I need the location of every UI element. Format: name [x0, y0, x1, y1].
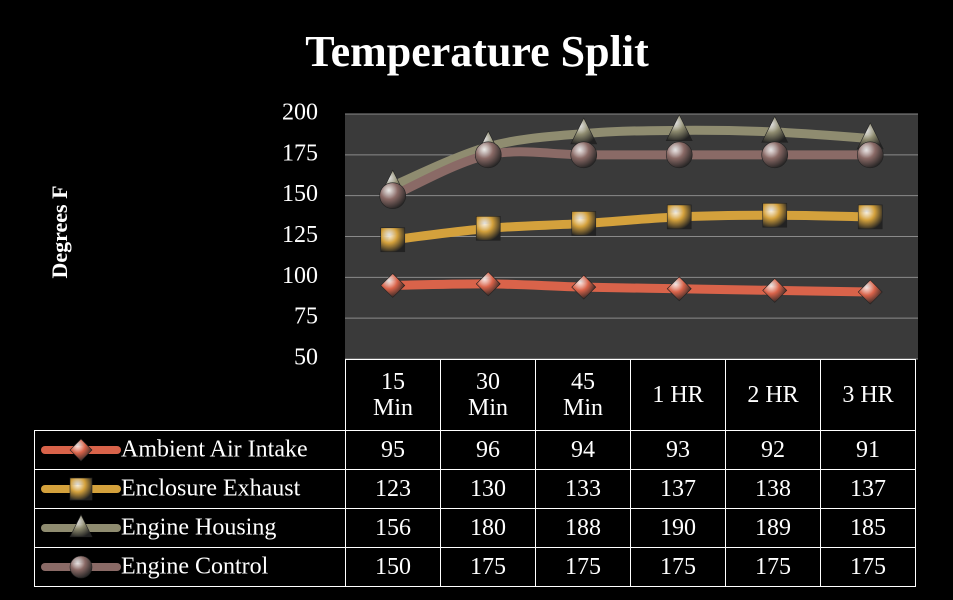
legend-cell: Ambient Air Intake: [34, 430, 346, 470]
legend-cell: Enclosure Exhaust: [34, 469, 346, 509]
legend-icon: [41, 514, 121, 538]
marker: [571, 274, 597, 300]
legend-cell: Engine Housing: [34, 508, 346, 548]
value-cell: 185: [820, 508, 916, 548]
value-cell: 92: [725, 430, 821, 470]
value-cell: 133: [535, 469, 631, 509]
value-cell: 180: [440, 508, 536, 548]
value-cell: 175: [725, 547, 821, 587]
marker: [69, 477, 93, 501]
legend-label: Engine Control: [121, 553, 269, 580]
y-axis-title: Degrees F: [47, 185, 72, 278]
marker: [475, 216, 501, 241]
value-cell: 96: [440, 430, 536, 470]
y-tick-label: 75: [294, 304, 318, 330]
legend-cell: Engine Control: [34, 547, 346, 587]
legend-label: Engine Housing: [121, 514, 277, 541]
y-tick-label: 175: [282, 140, 318, 166]
value-cell: 189: [725, 508, 821, 548]
marker: [762, 202, 788, 228]
value-cell: 175: [440, 547, 536, 587]
value-cell: 123: [345, 469, 441, 509]
marker: [666, 276, 692, 302]
y-tick-label: 200: [282, 100, 318, 126]
y-tick-label: 125: [282, 222, 318, 248]
header-row: 15 Min 30 Min 45 Min 1 HR 2 HR 3 HR: [35, 359, 916, 431]
value-cell: 95: [345, 430, 441, 470]
value-cell: 175: [535, 547, 631, 587]
header-cell: 45 Min: [535, 359, 631, 431]
marker: [379, 182, 407, 209]
value-cell: 130: [440, 469, 536, 509]
header-cell: 15 Min: [345, 359, 441, 431]
legend-label: Ambient Air Intake: [121, 436, 308, 463]
marker: [571, 211, 597, 236]
header-cell: 30 Min: [440, 359, 536, 431]
data-row: Engine Housing 156 180 188 190 189 185: [34, 508, 916, 548]
marker: [475, 271, 501, 297]
value-cell: 94: [535, 430, 631, 470]
legend-label: Enclosure Exhaust: [121, 475, 301, 502]
value-cell: 156: [345, 508, 441, 548]
x-tick-label: 30 Min: [467, 368, 508, 421]
value-cell: 91: [820, 430, 916, 470]
marker: [857, 279, 883, 305]
x-tick-label: 45 Min: [562, 368, 603, 421]
value-cell: 175: [630, 547, 726, 587]
marker: [857, 204, 883, 230]
value-cell: 137: [630, 469, 726, 509]
x-tick-label: 15 Min: [372, 368, 413, 421]
marker: [762, 277, 788, 303]
x-tick-label: 1 HR: [652, 381, 704, 408]
data-row: Enclosure Exhaust 123 130 133 137 138 137: [34, 469, 916, 509]
marker: [761, 141, 789, 169]
x-tick-label: 3 HR: [842, 381, 894, 408]
value-cell: 175: [820, 547, 916, 587]
marker: [665, 114, 693, 142]
data-row: Engine Control 150 175 175 175 175 175: [34, 547, 916, 587]
marker: [380, 227, 406, 253]
y-tick-label: 100: [282, 263, 318, 289]
legend-icon: [41, 555, 121, 579]
y-tick-label: 50: [294, 345, 318, 371]
value-cell: 138: [725, 469, 821, 509]
marker: [856, 141, 884, 169]
chart-title: Temperature Split: [305, 27, 649, 76]
value-cell: 93: [630, 430, 726, 470]
header-cell: 3 HR: [820, 359, 916, 431]
value-cell: 188: [535, 508, 631, 548]
legend-icon: [41, 477, 121, 501]
marker: [665, 141, 693, 169]
legend-icon: [41, 438, 121, 462]
header-cell: 2 HR: [725, 359, 821, 431]
marker: [69, 514, 93, 538]
marker: [474, 141, 502, 169]
y-tick-label: 150: [282, 181, 318, 207]
marker: [570, 141, 598, 169]
x-tick-label: 2 HR: [747, 381, 799, 408]
value-cell: 150: [345, 547, 441, 587]
marker: [69, 555, 93, 579]
data-row: Ambient Air Intake 95 96 94 93 92 91: [34, 430, 916, 470]
value-cell: 137: [820, 469, 916, 509]
value-cell: 190: [630, 508, 726, 548]
marker: [666, 204, 692, 230]
corner: [35, 360, 346, 431]
marker: [380, 273, 406, 298]
data-table: 15 Min 30 Min 45 Min 1 HR 2 HR 3 HR Ambient Ai…: [34, 359, 916, 587]
header-cell: 1 HR: [630, 359, 726, 431]
marker: [69, 438, 93, 462]
